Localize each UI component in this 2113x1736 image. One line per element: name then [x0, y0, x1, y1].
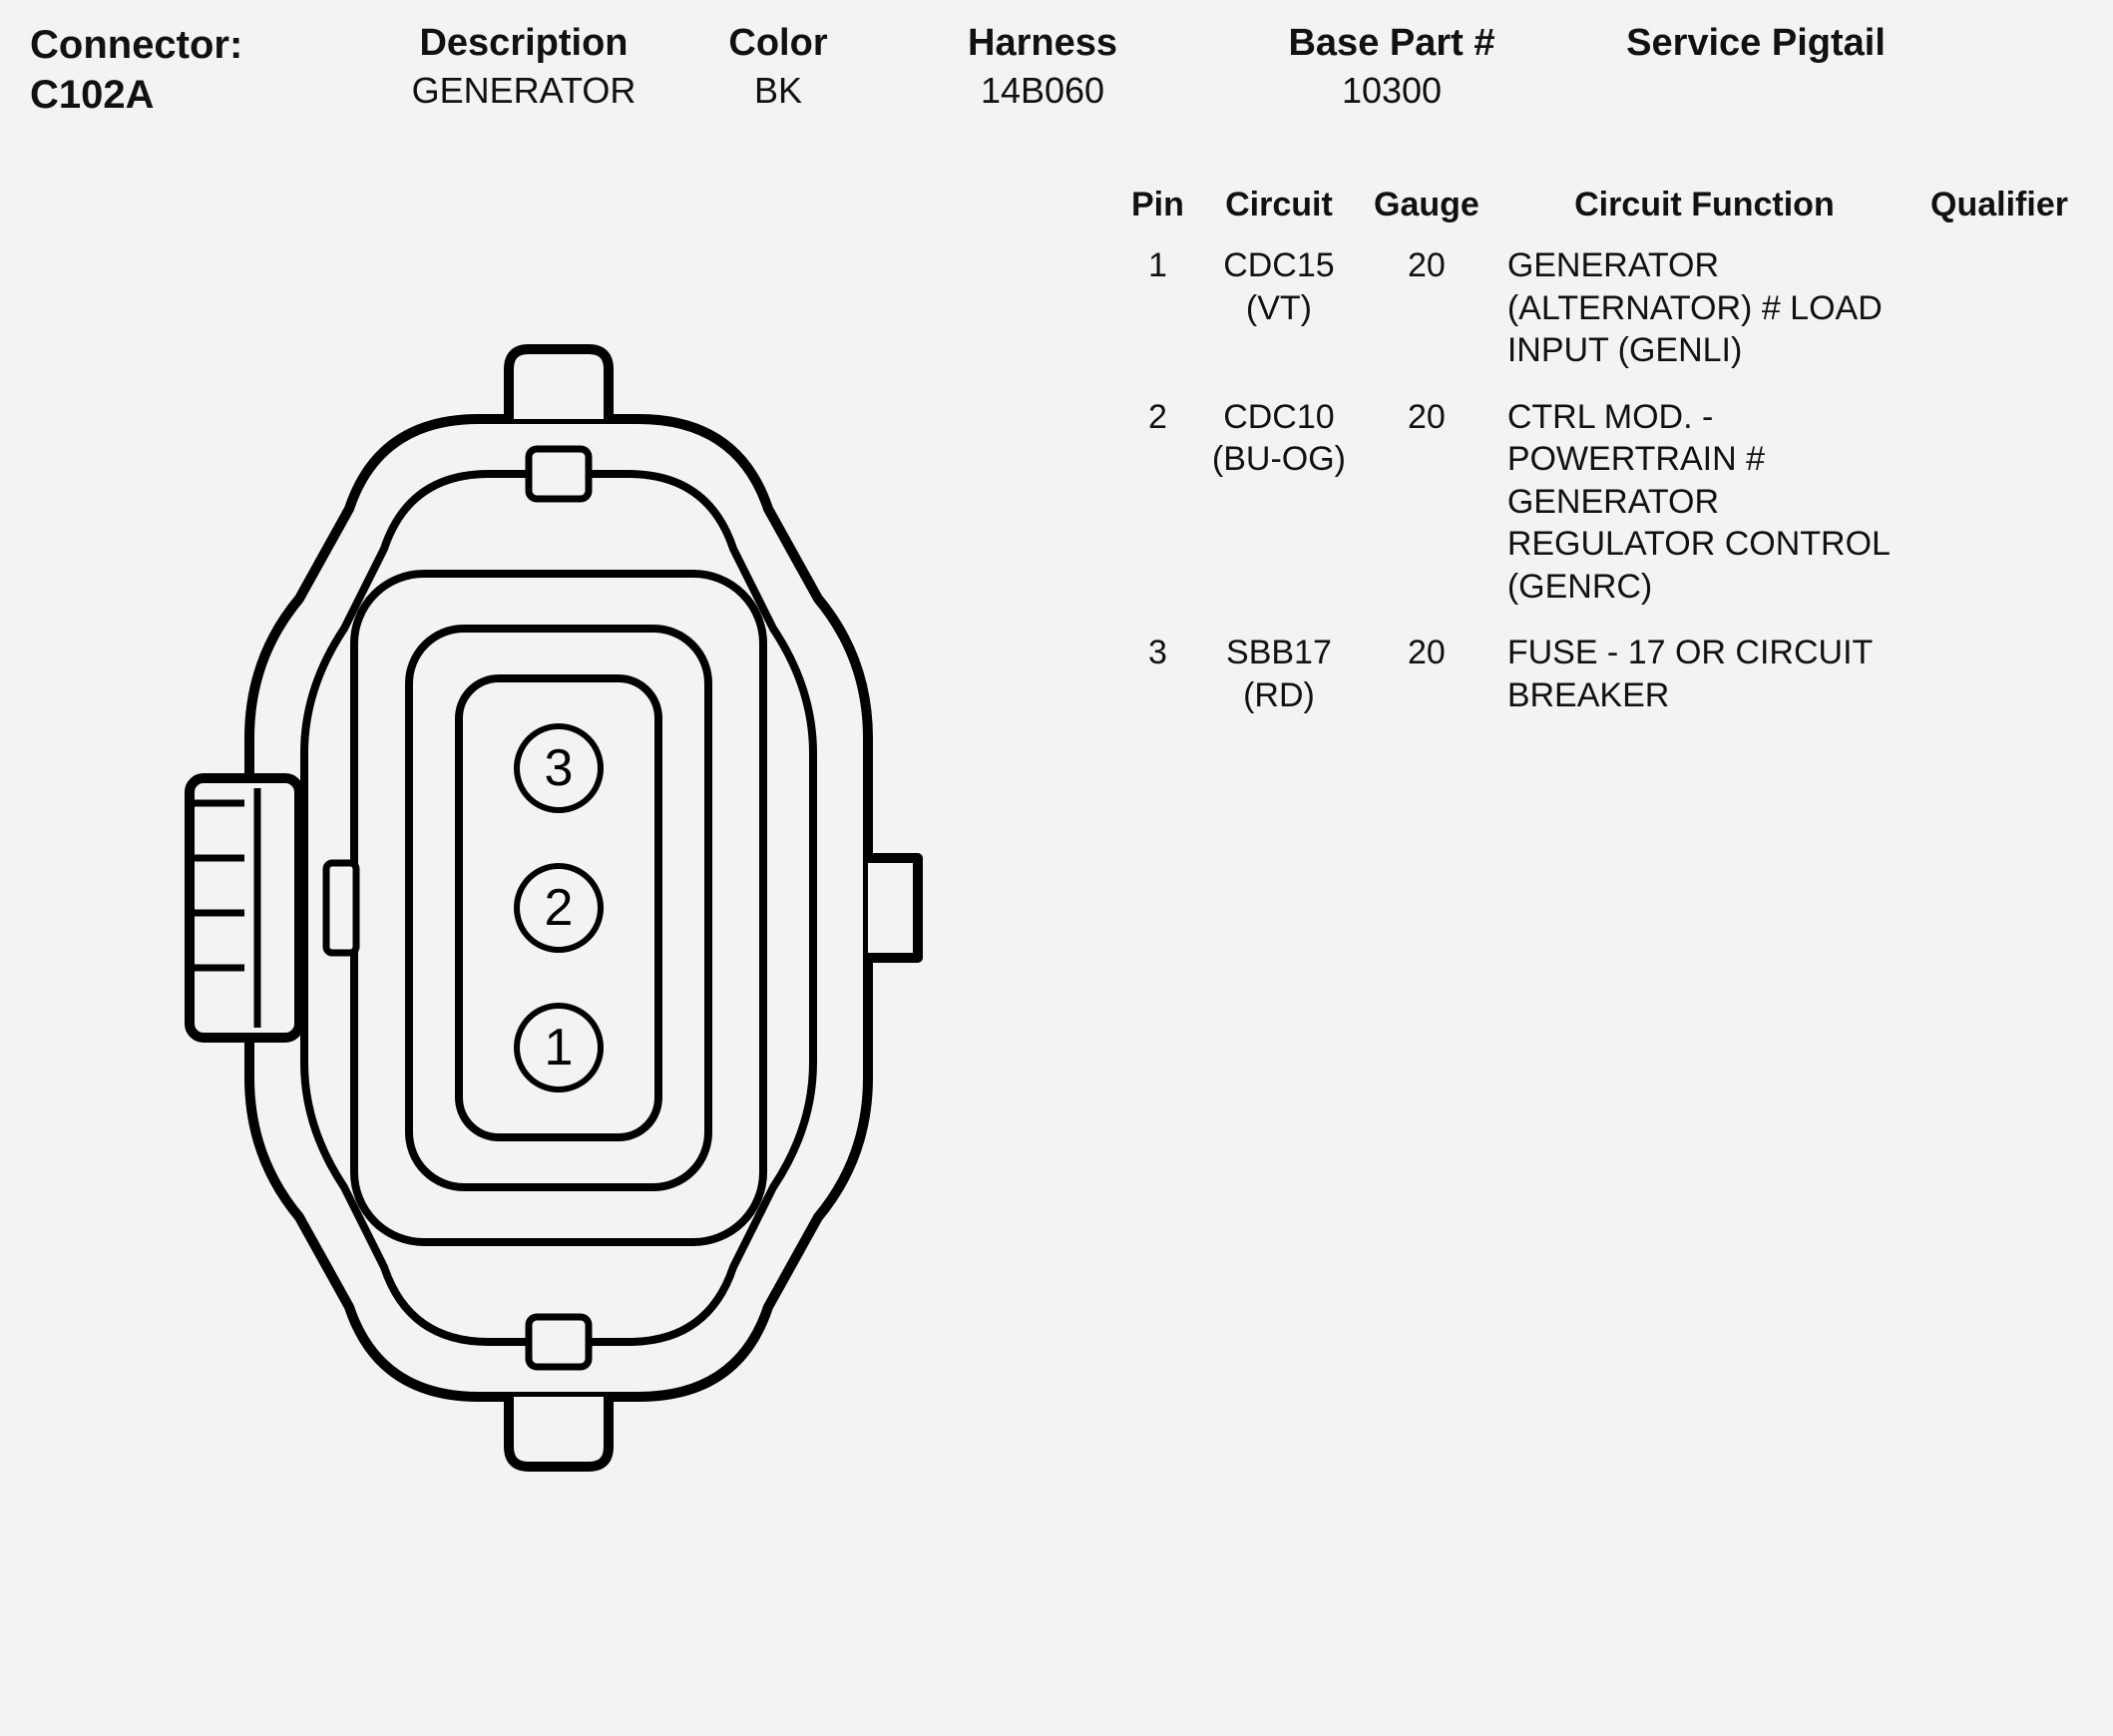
col-service-pigtail: Service Pigtail [1576, 20, 1935, 68]
cell-qualifier [1915, 626, 2083, 734]
cell-function: CTRL MOD. - POWERTRAIN # GENERATOR REGUL… [1493, 390, 1915, 627]
value-description: GENERATOR [412, 68, 636, 113]
label-base-part: Base Part # [1288, 20, 1494, 68]
cell-circuit: CDC10(BU-OG) [1198, 390, 1360, 627]
pin-label: 3 [545, 739, 574, 797]
cell-gauge: 20 [1360, 390, 1493, 627]
col-header-qualifier: Qualifier [1915, 180, 2083, 238]
pin-table: Pin Circuit Gauge Circuit Function Quali… [1117, 180, 2083, 734]
cell-qualifier [1915, 390, 2083, 627]
col-harness: Harness 14B060 [878, 20, 1207, 113]
cell-pin: 1 [1117, 238, 1198, 390]
connector-diagram: 3 2 1 [130, 299, 988, 1556]
col-base-part: Base Part # 10300 [1207, 20, 1576, 113]
value-base-part: 10300 [1342, 68, 1442, 113]
cell-function: GENERATOR (ALTERNATOR) # LOAD INPUT (GEN… [1493, 238, 1915, 390]
cell-qualifier [1915, 238, 2083, 390]
pin-table-wrap: Pin Circuit Gauge Circuit Function Quali… [1087, 180, 2083, 734]
page-root: Connector: C102A Description GENERATOR C… [0, 0, 2113, 1736]
col-color: Color BK [678, 20, 878, 113]
col-header-circuit: Circuit [1198, 180, 1360, 238]
col-connector: Connector: C102A [30, 20, 369, 120]
pin-table-body: 1CDC15(VT)20GENERATOR (ALTERNATOR) # LOA… [1117, 238, 2083, 734]
label-color: Color [728, 20, 827, 68]
table-row: 1CDC15(VT)20GENERATOR (ALTERNATOR) # LOA… [1117, 238, 2083, 390]
pin-label: 1 [545, 1019, 574, 1077]
content-row: 321 Pin Circuit Gauge Circuit Function Q… [30, 180, 2083, 1556]
cell-circuit: CDC15(VT) [1198, 238, 1360, 390]
col-description: Description GENERATOR [369, 20, 678, 113]
pin-table-header-row: Pin Circuit Gauge Circuit Function Quali… [1117, 180, 2083, 238]
cell-function: FUSE - 17 OR CIRCUIT BREAKER [1493, 626, 1915, 734]
connector-diagram-wrap: 3 2 1 [30, 180, 1087, 1556]
col-header-function: Circuit Function [1493, 180, 1915, 238]
cell-gauge: 20 [1360, 626, 1493, 734]
label-harness: Harness [968, 20, 1117, 68]
table-row: 3SBB17(RD)20FUSE - 17 OR CIRCUIT BREAKER [1117, 626, 2083, 734]
label-connector: Connector: [30, 20, 242, 70]
cell-circuit: SBB17(RD) [1198, 626, 1360, 734]
cell-pin: 3 [1117, 626, 1198, 734]
label-service-pigtail: Service Pigtail [1626, 20, 1886, 68]
header-row: Connector: C102A Description GENERATOR C… [30, 20, 2083, 120]
pin-label: 2 [545, 879, 574, 937]
col-header-pin: Pin [1117, 180, 1198, 238]
col-header-gauge: Gauge [1360, 180, 1493, 238]
label-description: Description [419, 20, 628, 68]
cell-pin: 2 [1117, 390, 1198, 627]
value-connector: C102A [30, 70, 155, 120]
value-harness: 14B060 [981, 68, 1104, 113]
table-row: 2CDC10(BU-OG)20CTRL MOD. - POWERTRAIN # … [1117, 390, 2083, 627]
cell-gauge: 20 [1360, 238, 1493, 390]
value-color: BK [754, 68, 802, 113]
